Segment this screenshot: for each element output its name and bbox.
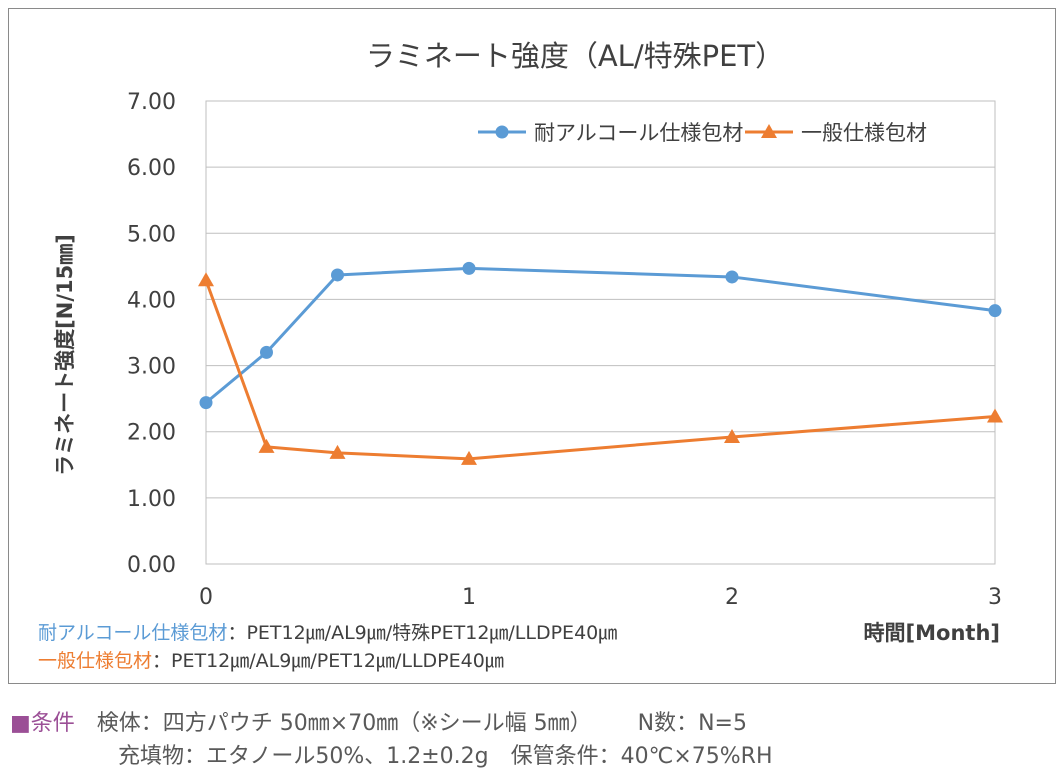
data-point [258, 438, 275, 453]
data-point [329, 444, 346, 459]
data-point [987, 408, 1003, 423]
y-axis-label: ラミネート強度[N/15㎜] [53, 234, 77, 476]
chart-frame [8, 8, 1056, 684]
y-tick-label: 5.00 [127, 222, 176, 247]
y-tick-label: 2.00 [127, 421, 176, 446]
material-note-general: 一般仕様包材：PET12㎛/AL9㎛/PET12㎛/LLDPE40㎛ [38, 646, 504, 673]
conditions-label: ■条件 [10, 711, 75, 736]
x-tick-label: 1 [462, 585, 476, 610]
legend-marker [761, 124, 777, 138]
note-spec: ：PET12㎛/AL9㎛/PET12㎛/LLDPE40㎛ [152, 650, 504, 672]
data-point [199, 396, 213, 410]
conditions-line-1: ■条件 検体：四方パウチ 50㎜×70㎜（※シール幅 5㎜） N数：N=5 [10, 705, 747, 737]
filling-text: 充填物：エタノール50%、1.2±0.2g [118, 744, 489, 769]
specimen-text: 検体：四方パウチ 50㎜×70㎜（※シール幅 5㎜） [96, 711, 592, 736]
y-tick-label: 4.00 [127, 288, 176, 313]
y-tick-label: 7.00 [127, 90, 176, 115]
y-tick-label: 6.00 [127, 156, 176, 181]
x-axis-label: 時間[Month] [864, 621, 1000, 645]
note-name: 一般仕様包材 [38, 650, 153, 672]
legend-marker [495, 125, 509, 139]
note-name: 耐アルコール仕様包材 [38, 622, 228, 644]
series-line [204, 279, 996, 461]
data-point [461, 450, 477, 465]
x-tick-label: 0 [199, 585, 213, 610]
data-point [198, 272, 214, 287]
x-tick-label: 2 [725, 585, 739, 610]
material-note-alcohol: 耐アルコール仕様包材：PET12㎛/AL9㎛/特殊PET12㎛/LLDPE40㎛ [38, 618, 617, 645]
data-point [259, 345, 273, 359]
data-point [331, 268, 344, 282]
legend-label: 一般仕様包材 [801, 121, 927, 145]
plot-area [205, 100, 996, 565]
data-point [988, 304, 1002, 318]
y-tick-label: 1.00 [127, 487, 176, 512]
y-tick-label: 0.00 [127, 553, 176, 578]
data-point [462, 261, 476, 275]
storage-text: 保管条件：40℃×75%RH [510, 744, 773, 769]
note-spec: ：PET12㎛/AL9㎛/特殊PET12㎛/LLDPE40㎛ [227, 622, 618, 644]
sample-count-text: N数：N=5 [637, 711, 747, 736]
line-chart: 0.00 1.00 2.00 3.00 4.00 5.00 6.00 7.00 0 1 2 3 ラミネー… [53, 39, 1003, 645]
conditions-line-2: 充填物：エタノール50%、1.2±0.2g 保管条件：40℃×75%RH [118, 738, 773, 770]
data-point [725, 270, 739, 284]
x-tick-label: 3 [988, 585, 1002, 610]
y-tick-label: 3.00 [127, 355, 176, 380]
chart-title: ラミネート強度（AL/特殊PET） [366, 39, 784, 73]
data-point [724, 429, 740, 444]
series-line [205, 266, 996, 404]
legend-label: 耐アルコール仕様包材 [534, 121, 743, 145]
